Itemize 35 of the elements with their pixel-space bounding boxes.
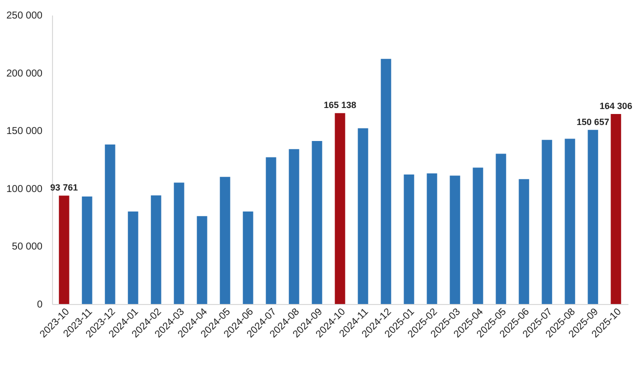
bar (564, 138, 576, 304)
bar (266, 157, 276, 304)
bar (82, 196, 92, 304)
bar (150, 195, 162, 304)
bar (220, 176, 230, 304)
bar (588, 130, 598, 304)
bar (518, 179, 530, 304)
bar (472, 168, 484, 304)
data-label: 150 657 (576, 116, 610, 127)
bar (450, 176, 460, 304)
bar (312, 141, 322, 304)
y-tick-label: 150 000 (6, 126, 43, 138)
y-tick-label: 200 000 (6, 68, 43, 80)
bar (174, 182, 184, 304)
data-label: 165 138 (324, 100, 356, 110)
y-tick-label: 100 000 (6, 184, 43, 195)
bar (610, 114, 622, 304)
bar (426, 173, 438, 304)
bar (496, 154, 506, 304)
bar (58, 196, 70, 304)
y-tick-label: 50 000 (12, 242, 43, 253)
bar (288, 149, 300, 304)
bar (334, 113, 346, 304)
bar (242, 212, 254, 304)
data-label: 93 761 (50, 182, 78, 193)
bar (104, 144, 116, 304)
bar (358, 128, 368, 304)
bar (196, 216, 208, 304)
bar (128, 212, 138, 304)
bar (542, 140, 552, 304)
data-label: 164 306 (600, 101, 632, 112)
y-tick-label: 0 (36, 300, 43, 310)
bar (380, 58, 392, 304)
bar (404, 174, 414, 304)
y-tick-label: 250 000 (6, 10, 43, 22)
